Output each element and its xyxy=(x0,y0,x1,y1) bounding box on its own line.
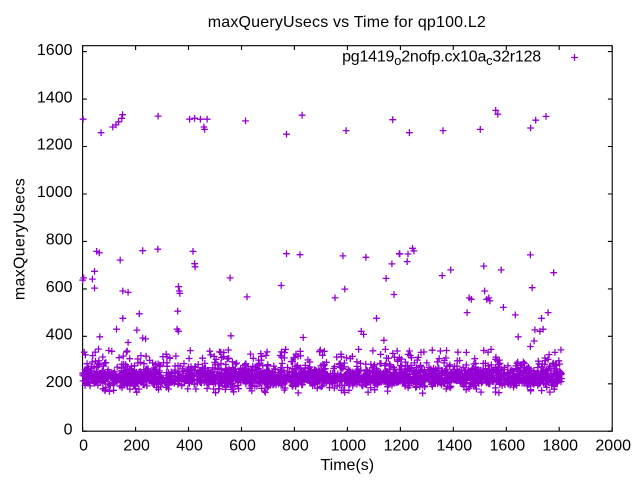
svg-text:200: 200 xyxy=(123,438,150,455)
svg-text:800: 800 xyxy=(46,232,73,249)
svg-text:maxQueryUsecs: maxQueryUsecs xyxy=(11,178,28,300)
svg-text:1600: 1600 xyxy=(37,42,73,59)
svg-text:1800: 1800 xyxy=(542,438,578,455)
svg-text:400: 400 xyxy=(46,327,73,344)
svg-text:1600: 1600 xyxy=(490,438,526,455)
svg-text:1400: 1400 xyxy=(437,438,473,455)
svg-text:0: 0 xyxy=(64,421,73,438)
svg-text:200: 200 xyxy=(46,374,73,391)
svg-text:1200: 1200 xyxy=(384,438,420,455)
svg-text:maxQueryUsecs vs Time for qp10: maxQueryUsecs vs Time for qp100.L2 xyxy=(208,14,486,31)
svg-text:0: 0 xyxy=(79,438,88,455)
svg-text:1000: 1000 xyxy=(37,184,73,201)
svg-text:1400: 1400 xyxy=(37,89,73,106)
svg-text:Time(s): Time(s) xyxy=(320,457,374,474)
svg-text:1000: 1000 xyxy=(331,438,367,455)
svg-text:600: 600 xyxy=(46,279,73,296)
svg-text:600: 600 xyxy=(229,438,256,455)
svg-text:2000: 2000 xyxy=(595,438,631,455)
svg-text:400: 400 xyxy=(176,438,203,455)
svg-text:pg1419o2nofp.cx10ac32r128: pg1419o2nofp.cx10ac32r128 xyxy=(342,49,541,69)
svg-text:1200: 1200 xyxy=(37,137,73,154)
svg-text:800: 800 xyxy=(282,438,309,455)
